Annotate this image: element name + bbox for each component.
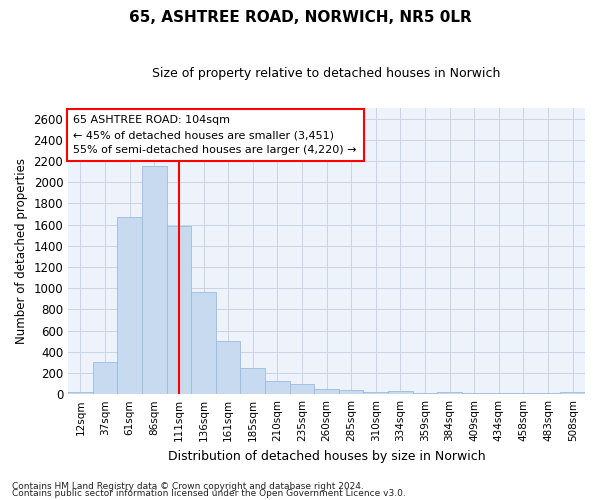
Bar [487, 392, 511, 394]
Bar [536, 392, 560, 394]
Text: Contains public sector information licensed under the Open Government Licence v3: Contains public sector information licen… [12, 490, 406, 498]
Bar [314, 389, 339, 394]
Bar [364, 392, 388, 394]
Text: Contains HM Land Registry data © Crown copyright and database right 2024.: Contains HM Land Registry data © Crown c… [12, 482, 364, 491]
Bar [93, 362, 118, 394]
Bar [68, 392, 93, 394]
Bar [560, 392, 585, 394]
Bar [413, 392, 437, 394]
Bar [462, 392, 487, 394]
Bar [241, 368, 265, 394]
Bar [388, 391, 413, 394]
Bar [437, 392, 462, 394]
Bar [118, 217, 142, 394]
X-axis label: Distribution of detached houses by size in Norwich: Distribution of detached houses by size … [168, 450, 485, 462]
Bar [290, 384, 314, 394]
Title: Size of property relative to detached houses in Norwich: Size of property relative to detached ho… [152, 68, 501, 80]
Text: 65 ASHTREE ROAD: 104sqm
← 45% of detached houses are smaller (3,451)
55% of semi: 65 ASHTREE ROAD: 104sqm ← 45% of detache… [73, 115, 357, 155]
Bar [167, 226, 191, 394]
Bar [191, 292, 216, 394]
Y-axis label: Number of detached properties: Number of detached properties [15, 158, 28, 344]
Bar [265, 382, 290, 394]
Text: 65, ASHTREE ROAD, NORWICH, NR5 0LR: 65, ASHTREE ROAD, NORWICH, NR5 0LR [128, 10, 472, 25]
Bar [339, 390, 364, 394]
Bar [216, 341, 241, 394]
Bar [511, 392, 536, 394]
Bar [142, 166, 167, 394]
